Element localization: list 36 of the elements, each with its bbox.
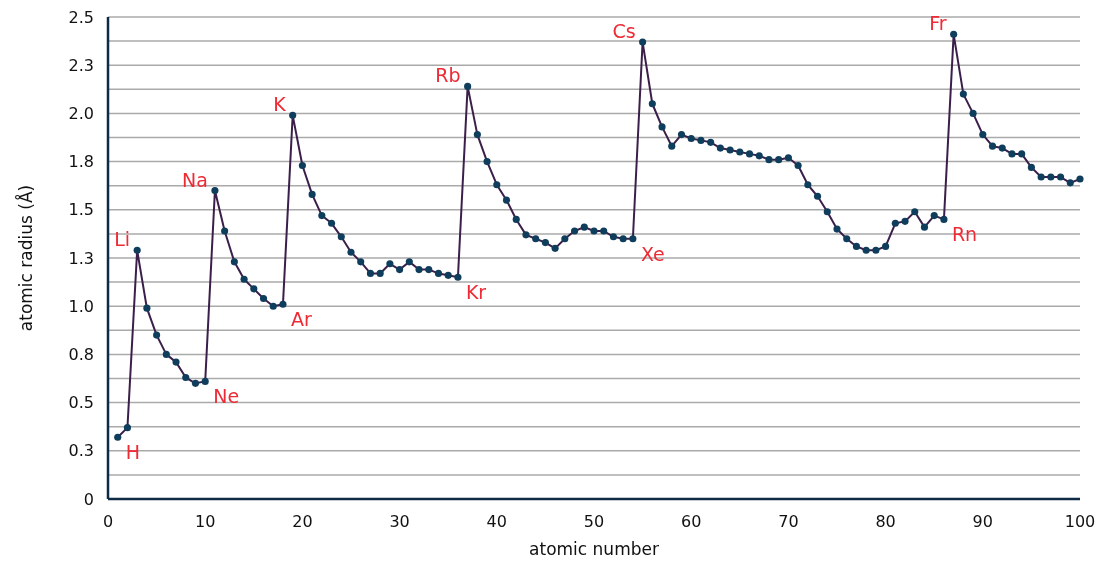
- x-tick-label: 60: [681, 512, 702, 531]
- x-tick-label: 80: [875, 512, 896, 531]
- annotation: Rn: [951, 223, 978, 246]
- x-tick-label: 30: [389, 512, 410, 531]
- x-tick-label: 70: [778, 512, 799, 531]
- y-tick-label: 2.0: [68, 104, 94, 123]
- y-tick-label: 1.3: [68, 248, 94, 268]
- x-tick-label: 40: [486, 512, 507, 531]
- y-tick-label: 0: [83, 489, 94, 509]
- y-tick-label: 0.8: [68, 345, 94, 364]
- y-tick-label: 0.3: [68, 441, 94, 461]
- x-tick-label: 20: [292, 512, 313, 531]
- annotation: Ar: [290, 308, 312, 331]
- annotation: H: [125, 441, 141, 464]
- x-tick-label: 0: [102, 512, 114, 531]
- x-tick-label: 100: [1064, 512, 1096, 531]
- x-tick-label: 90: [972, 512, 993, 531]
- x-axis-title: atomic number: [529, 539, 659, 559]
- y-tick-label: 1.0: [68, 296, 94, 316]
- y-tick-label: 2.3: [68, 55, 94, 75]
- y-tick-label: 1.5: [68, 200, 94, 220]
- annotation: Kr: [465, 281, 487, 304]
- y-tick-label: 2.5: [68, 7, 94, 27]
- annotation: Xe: [640, 242, 665, 265]
- annotation: Ne: [213, 385, 240, 408]
- annotation: Rb: [435, 64, 461, 87]
- y-tick-label: 0.5: [68, 393, 94, 413]
- annotation: Cs: [612, 20, 636, 43]
- annotation: Li: [114, 228, 131, 251]
- annotation: Fr: [929, 12, 947, 35]
- y-axis-title: atomic radius (Å): [15, 184, 36, 332]
- x-tick-label: 10: [195, 512, 216, 531]
- x-tick-label: 50: [583, 512, 605, 531]
- y-tick-label: 1.8: [68, 152, 94, 172]
- annotation: Na: [182, 168, 208, 191]
- annotation: K: [273, 93, 287, 116]
